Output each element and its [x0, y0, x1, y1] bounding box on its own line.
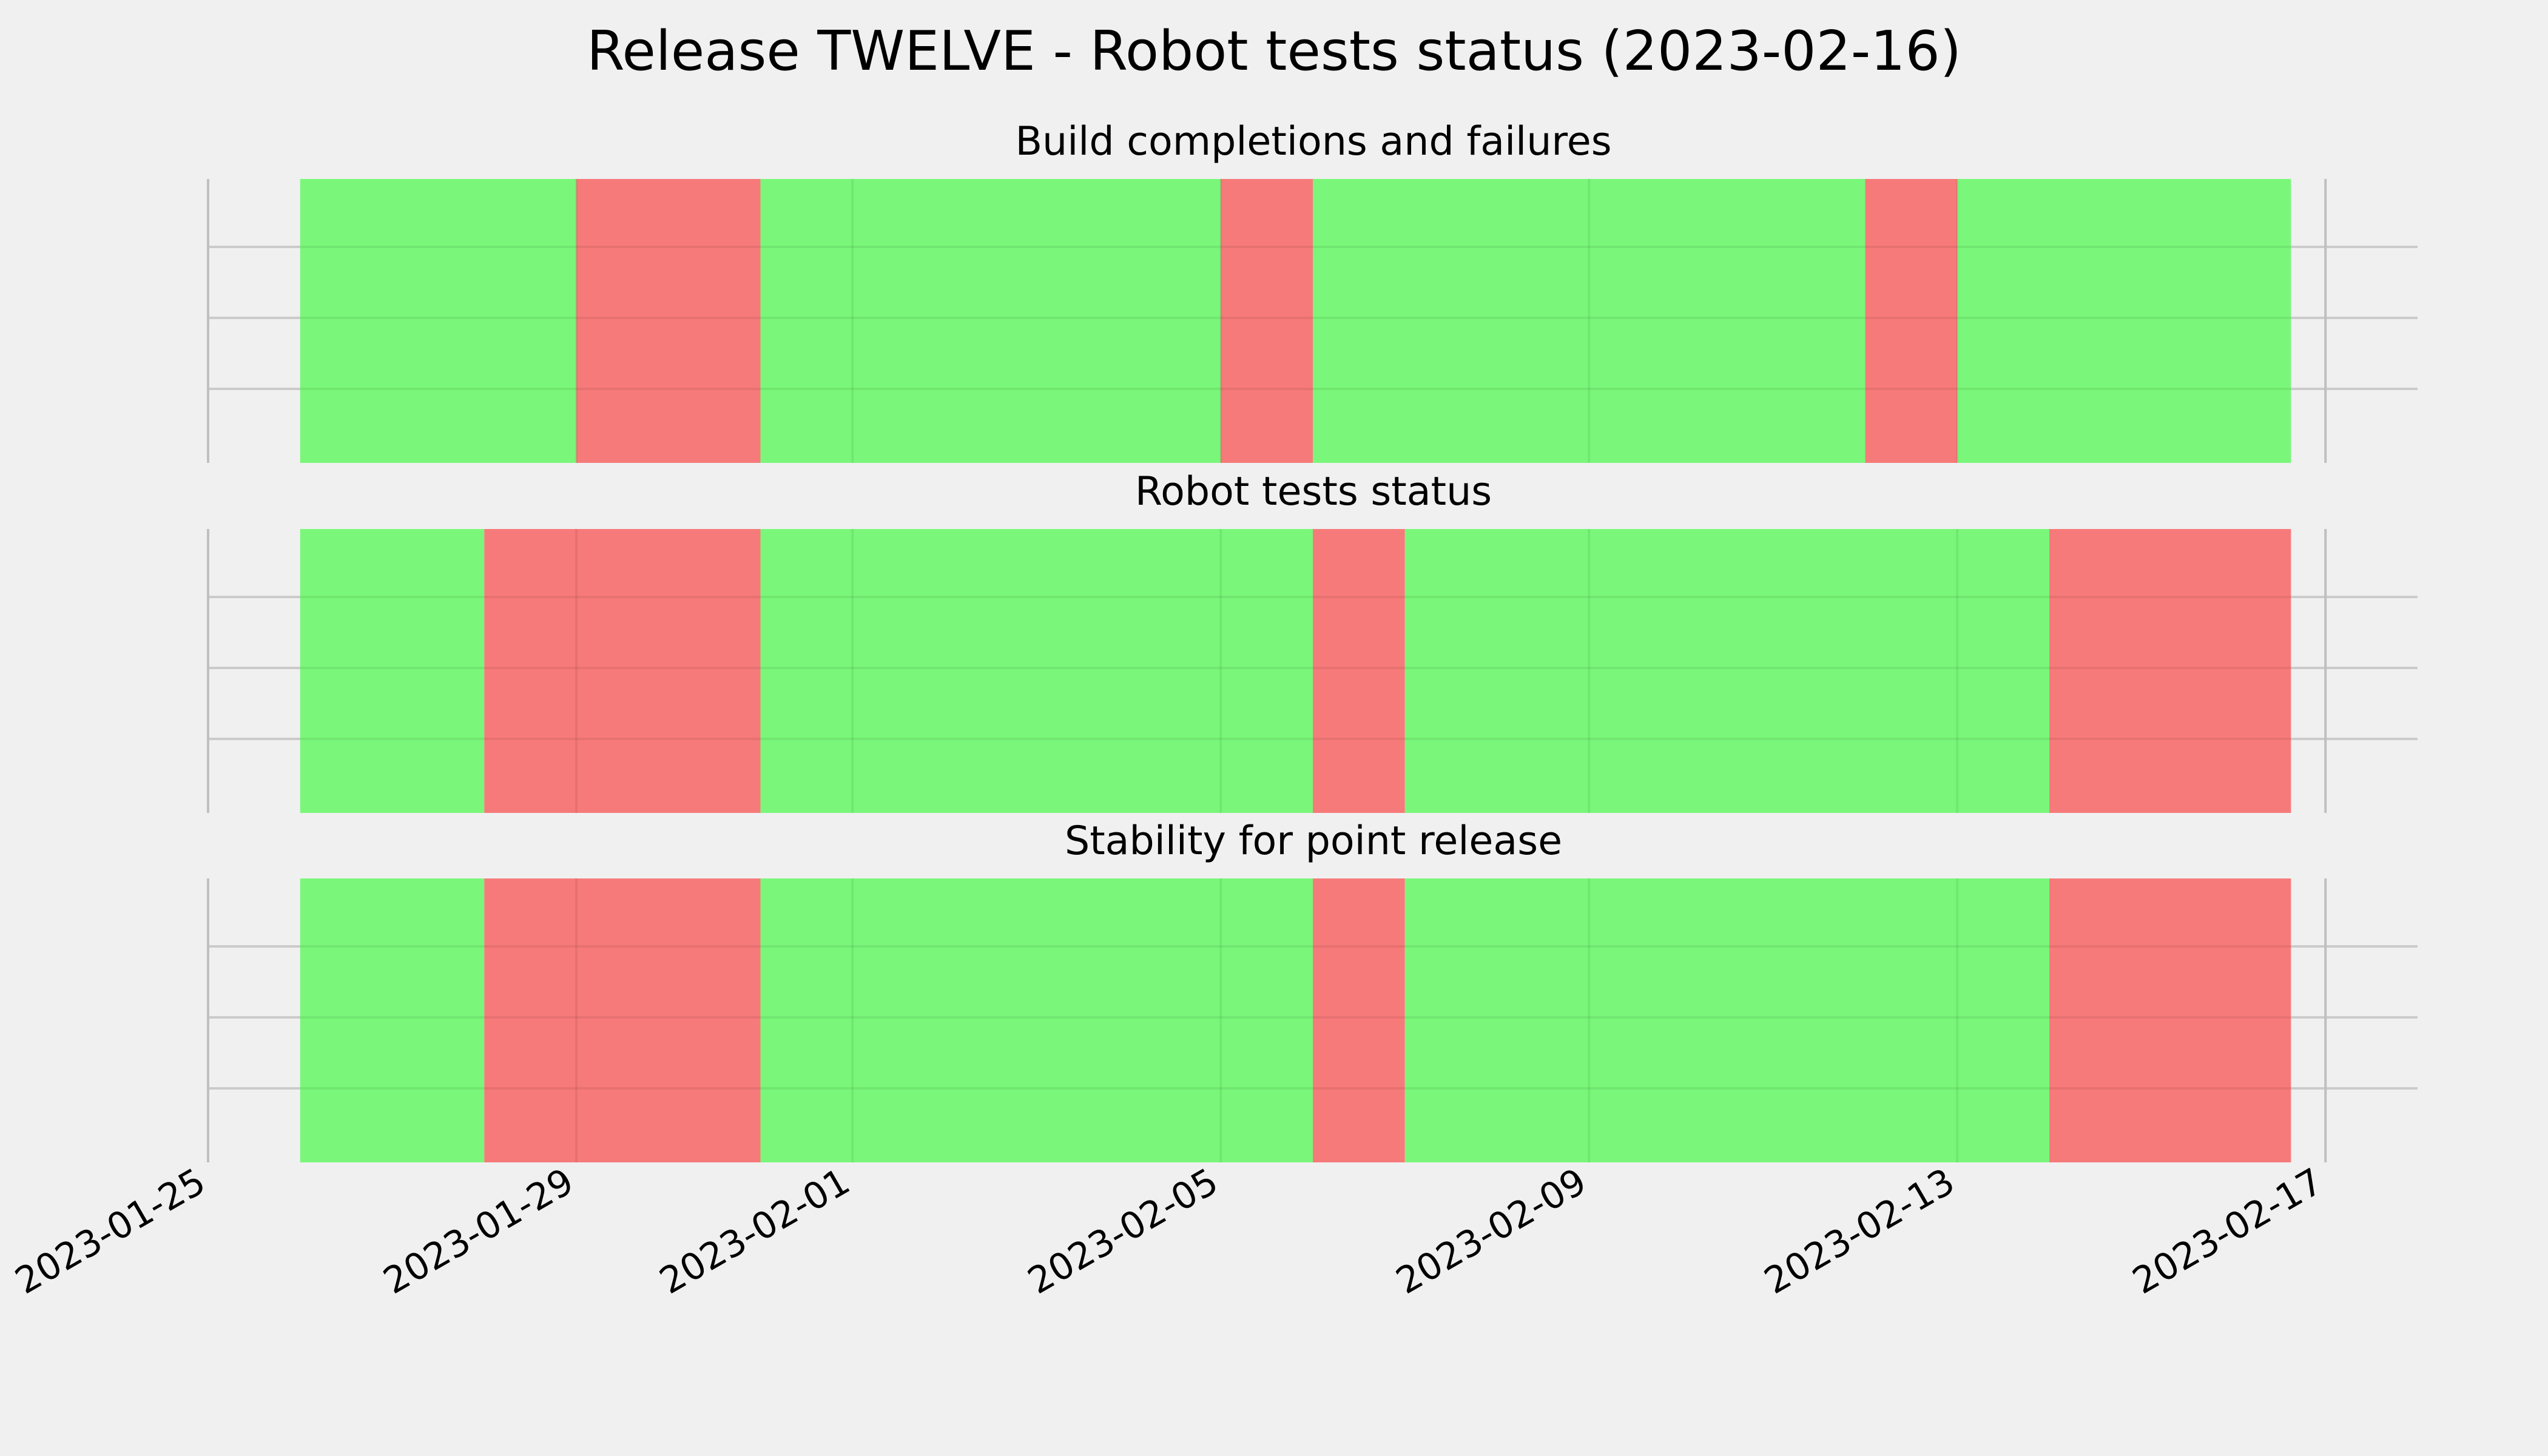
- status-segment-fail: [1865, 179, 1958, 463]
- panel-title: Robot tests status: [1135, 469, 1492, 514]
- status-segment-pass: [760, 529, 1313, 813]
- status-segment-fail: [1313, 529, 1405, 813]
- status-segment-fail: [484, 529, 761, 813]
- status-segment-pass: [1404, 529, 2049, 813]
- panel-3: Stability for point release: [207, 818, 2418, 1162]
- status-segment-pass: [760, 878, 1313, 1162]
- status-segment-fail: [2049, 529, 2291, 813]
- status-segment-pass: [760, 179, 1221, 463]
- status-segment-fail: [1313, 878, 1405, 1162]
- status-segment-pass: [300, 179, 576, 463]
- status-segment-pass: [300, 529, 485, 813]
- status-segment-pass: [1313, 179, 1866, 463]
- panel-1: Build completions and failures: [207, 119, 2418, 463]
- status-segment-fail: [576, 179, 761, 463]
- status-segment-fail: [484, 878, 761, 1162]
- panel-title: Stability for point release: [1065, 818, 1562, 864]
- panels-group: Build completions and failures Robot test…: [207, 119, 2418, 1162]
- status-segment-pass: [1957, 179, 2291, 463]
- chart-title: Release TWELVE - Robot tests status (202…: [587, 19, 1961, 83]
- panel-title: Build completions and failures: [1015, 119, 1611, 164]
- status-segment-fail: [2049, 878, 2291, 1162]
- status-segment-pass: [1404, 878, 2049, 1162]
- status-segment-fail: [1221, 179, 1313, 463]
- panel-2: Robot tests status: [207, 469, 2418, 813]
- status-segment-pass: [300, 878, 485, 1162]
